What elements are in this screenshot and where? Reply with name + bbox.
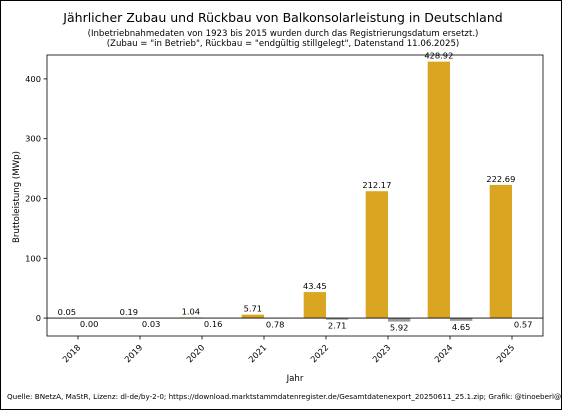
y-axis: 0 100 200 300 400	[25, 74, 47, 323]
y-tick-label-200: 200	[25, 193, 41, 203]
rueckbau-value-label-2018: 0.00	[80, 319, 98, 329]
rueckbau-bar-2024	[450, 318, 473, 321]
x-tick-label-2025: 2025	[494, 342, 516, 364]
x-tick-label-2021: 2021	[246, 342, 268, 364]
chart-title: Jährlicher Zubau und Rückbau von Balkons…	[62, 10, 502, 25]
bars-layer	[47, 61, 543, 322]
chart-subtitle-line-1: (Inbetriebnahmedaten von 1923 bis 2015 w…	[88, 29, 479, 39]
y-tick-label-300: 300	[25, 134, 41, 144]
rueckbau-value-label-2023: 5.92	[390, 323, 408, 333]
y-tick-label-0: 0	[36, 313, 41, 323]
x-axis-label: Jahr	[286, 374, 304, 384]
x-tick-label-2024: 2024	[432, 342, 454, 364]
zubau-value-label-2025: 222.69	[486, 174, 515, 184]
zubau-bar-2022	[303, 292, 326, 319]
zubau-bar-2023	[365, 191, 388, 319]
rueckbau-bar-2023	[388, 318, 411, 322]
rueckbau-bar-2022	[326, 318, 349, 320]
rueckbau-value-label-2020: 0.16	[204, 319, 222, 329]
zubau-value-label-2024: 428.92	[424, 51, 453, 61]
x-tick-label-2023: 2023	[370, 342, 392, 364]
zubau-bar-2024	[427, 61, 450, 319]
plot-area-frame	[46, 54, 544, 337]
zubau-value-label-2019: 0.19	[120, 307, 138, 317]
source-note: Quelle: BNetzA, MaStR, Lizenz: dl-de/by-…	[7, 392, 561, 401]
rueckbau-value-label-2021: 0.78	[266, 320, 284, 330]
rueckbau-value-label-2025: 0.57	[514, 319, 532, 329]
rueckbau-value-label-2024: 4.65	[452, 322, 470, 332]
x-tick-label-2020: 2020	[184, 342, 206, 364]
x-tick-label-2018: 2018	[60, 342, 82, 364]
zubau-value-label-2022: 43.45	[303, 281, 327, 291]
data-labels-layer: 0.05 0.19 1.04 5.71 43.45 212.17 428.92 222.69 0…	[58, 51, 533, 333]
y-axis-label: Bruttoleistung (MWp)	[12, 151, 22, 243]
zubau-value-label-2020: 1.04	[182, 306, 200, 316]
chart-subtitle-line-2: (Zubau = "in Betrieb", Rückbau = "endgül…	[107, 39, 460, 49]
zubau-bar-2025	[489, 184, 512, 319]
zubau-value-label-2021: 5.71	[244, 304, 262, 314]
x-tick-label-2019: 2019	[122, 342, 144, 364]
rueckbau-value-label-2019: 0.03	[142, 319, 160, 329]
y-tick-label-100: 100	[25, 253, 41, 263]
zubau-value-label-2023: 212.17	[362, 180, 391, 190]
x-axis: 2018 2019 2020 2021 2022 2023 2024 2025	[60, 336, 516, 364]
y-tick-label-400: 400	[25, 74, 41, 84]
rueckbau-value-label-2022: 2.71	[328, 321, 346, 331]
zubau-bar-2021	[241, 314, 264, 319]
zubau-value-label-2018: 0.05	[58, 307, 76, 317]
x-tick-label-2022: 2022	[308, 342, 330, 364]
